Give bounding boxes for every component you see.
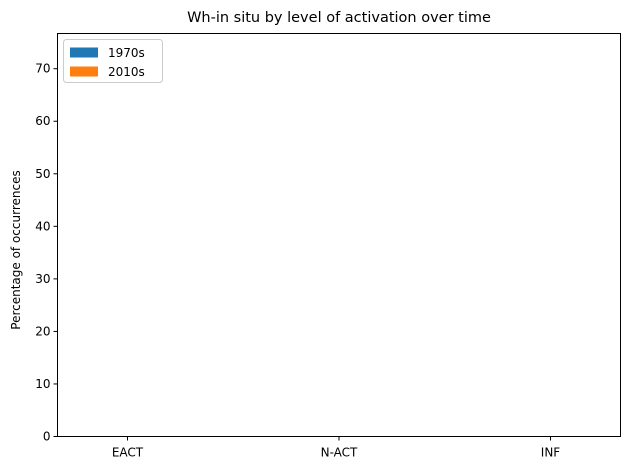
legend-label-1970s: 1970s <box>108 46 145 60</box>
y-tick-label: 30 <box>35 272 50 286</box>
y-axis: 0 10 20 30 40 50 60 70 <box>35 62 58 444</box>
legend-swatch-2010s <box>70 66 98 77</box>
y-tick-label: 20 <box>35 324 50 338</box>
x-tick-label: N-ACT <box>321 446 358 460</box>
x-axis: EACT N-ACT INF <box>112 436 561 460</box>
plot-frame <box>57 33 621 437</box>
chart-title: Wh-in situ by level of activation over t… <box>187 10 491 26</box>
legend-swatch-1970s <box>70 47 98 58</box>
y-tick-label: 40 <box>35 219 50 233</box>
y-tick-label: 70 <box>35 62 50 76</box>
legend-label-2010s: 2010s <box>108 65 145 79</box>
y-tick-label: 60 <box>35 114 50 128</box>
y-tick-label: 0 <box>43 430 51 444</box>
y-tick-label: 50 <box>35 167 50 181</box>
y-tick-label: 10 <box>35 377 50 391</box>
x-tick-label: INF <box>541 446 561 460</box>
y-axis-label: Percentage of occurrences <box>9 170 23 329</box>
legend: 1970s 2010s <box>63 39 163 83</box>
x-tick-label: EACT <box>112 446 144 460</box>
